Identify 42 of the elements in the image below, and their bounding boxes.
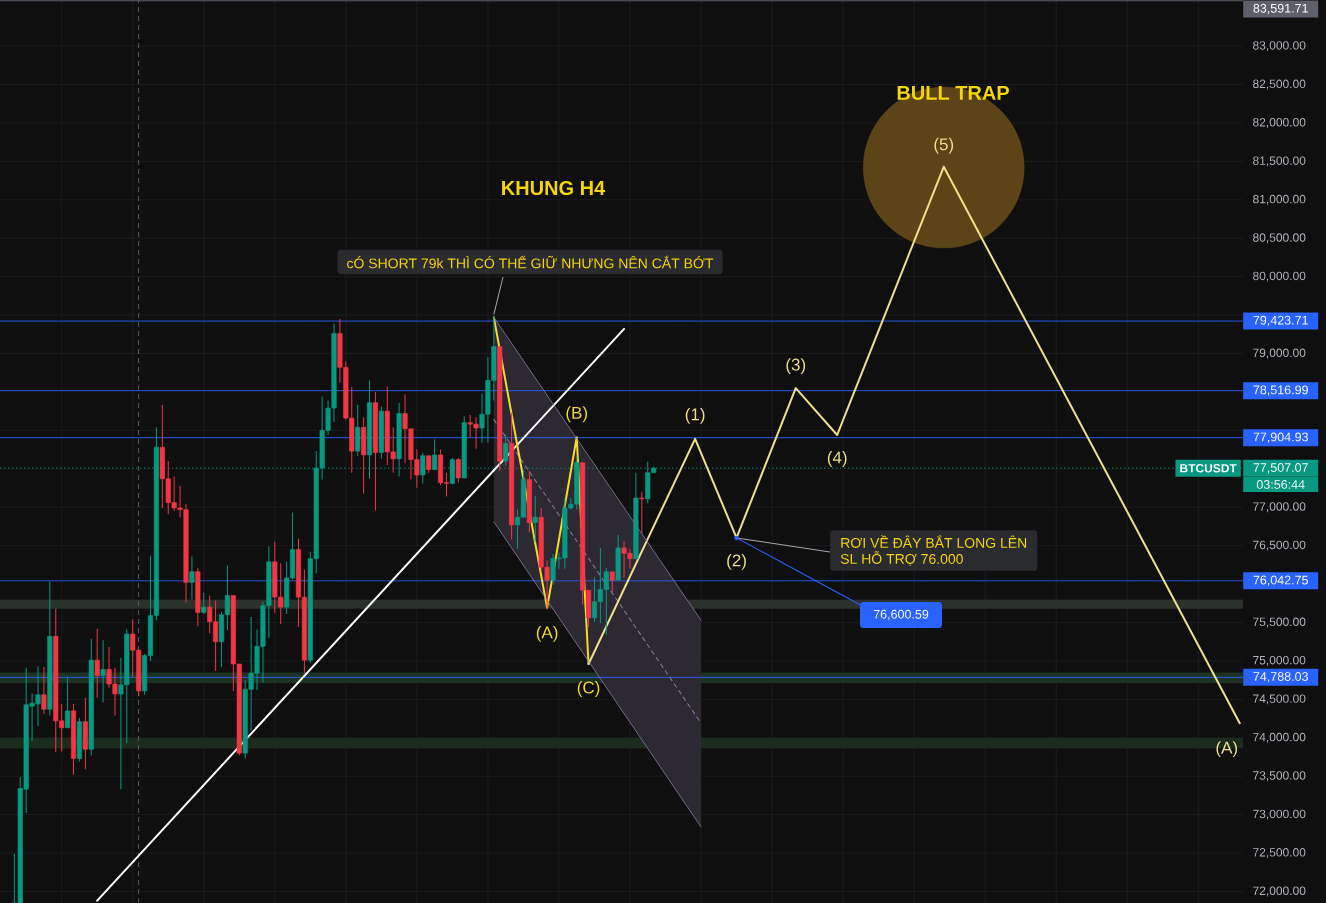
annotation: cÓ SHORT 79k THÌ CÓ THỂ GIỮ NHƯNG NÊN CẮT BỚT: [347, 255, 714, 269]
annotation: (4): [827, 451, 847, 467]
y-tick-label: 79,000.00: [1253, 348, 1306, 359]
y-tick-label: 76,500.00: [1253, 540, 1306, 551]
y-tick-label: 72,000.00: [1253, 886, 1306, 897]
y-tick-label: 82,500.00: [1253, 79, 1306, 90]
annotation: BTCUSDT: [1180, 464, 1237, 473]
ref-line-label: 78,516.99: [1253, 385, 1308, 396]
annotation: RƠI VỀ ĐÂY BẮT LONG LÊN: [841, 535, 1027, 548]
annotation: (1): [685, 407, 705, 424]
y-tick-label: 74,000.00: [1253, 732, 1306, 743]
annotation: SL HỖ TRỢ 76.000: [840, 551, 963, 566]
annotation: (3): [786, 358, 806, 375]
y-tick-label: 72,500.00: [1253, 848, 1306, 859]
y-tick-label: 74,500.00: [1253, 694, 1306, 705]
y-tick-label: 77,000.00: [1253, 502, 1306, 513]
annotation: KHUNG H4: [502, 180, 606, 196]
ref-line-label: 77,904.93: [1253, 432, 1308, 443]
y-tick-label: 82,000.00: [1253, 118, 1306, 128]
ref-line-label: 74,788.03: [1253, 672, 1308, 683]
y-tick-label: 83,000.00: [1253, 41, 1306, 52]
annotation: BULL TRAP: [897, 86, 1009, 100]
annotation: (A): [1216, 741, 1238, 758]
y-tick-label: 75,000.00: [1253, 655, 1306, 666]
y-tick-label: 73,000.00: [1253, 809, 1306, 820]
y-tick-label: 75,500.00: [1253, 617, 1306, 628]
annotation: (5): [934, 137, 954, 154]
y-tick-label: 80,000.00: [1253, 271, 1306, 282]
annotation: (2): [727, 554, 746, 570]
annotation: (B): [566, 406, 587, 423]
ref-line-label: 83,591.71: [1253, 3, 1308, 15]
ref-line-label: 77,507.07: [1253, 463, 1308, 474]
annotation: (C): [577, 681, 600, 697]
text: 03:56:44: [1256, 480, 1305, 489]
ref-line-label: 76,042.75: [1253, 575, 1308, 586]
ref-line-label: 79,423.71: [1253, 315, 1308, 327]
annotation: 76,600.59: [873, 609, 929, 621]
y-tick-label: 73,500.00: [1253, 771, 1306, 782]
y-tick-label: 81,000.00: [1253, 194, 1306, 205]
y-tick-label: 81,500.00: [1253, 156, 1306, 167]
y-tick-label: 80,500.00: [1253, 233, 1306, 244]
annotation: (A): [536, 625, 558, 642]
